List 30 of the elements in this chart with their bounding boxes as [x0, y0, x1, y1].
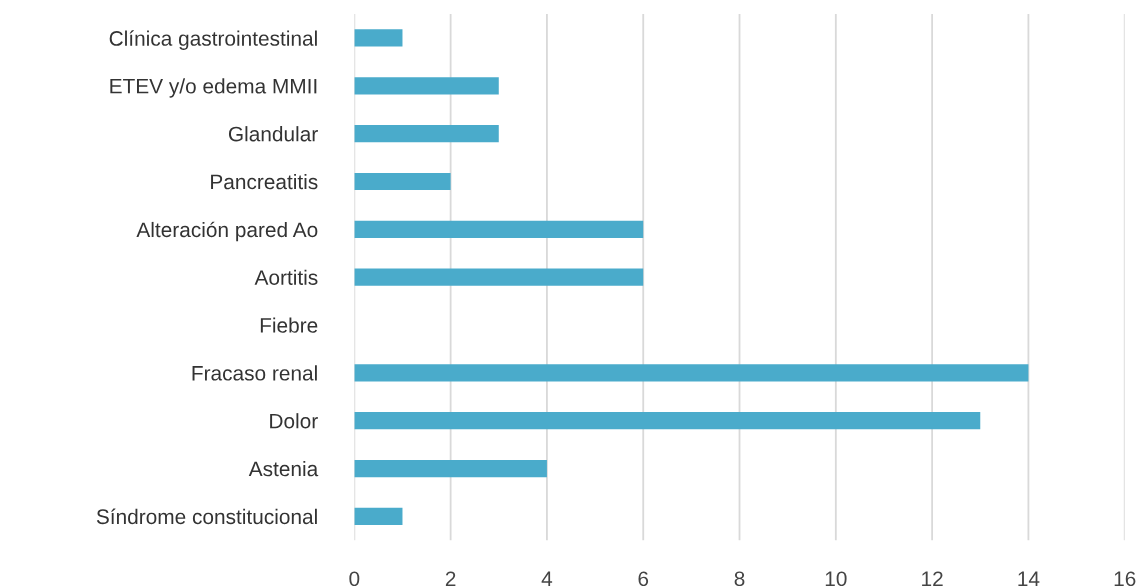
bar [354, 77, 499, 95]
bar [354, 364, 1029, 382]
y-tick-label: Fracaso renal [192, 365, 317, 381]
x-tick-label: 8 [734, 571, 745, 586]
y-tick-label: Fiebre [260, 317, 318, 333]
bar [354, 29, 403, 47]
y-tick-label: Pancreatitis [211, 173, 318, 190]
y-tick-label: ETEV y/o edema MMII [110, 78, 317, 98]
bar [354, 125, 499, 143]
bar [354, 172, 451, 191]
bar [354, 220, 644, 238]
x-tick-label: 2 [445, 571, 456, 586]
x-tick-label: 0 [349, 571, 360, 586]
y-tick-label: Aortitis [254, 269, 318, 285]
x-tick-label: 12 [922, 571, 943, 586]
bar [354, 412, 981, 430]
y-tick-label: Glandular [228, 126, 318, 142]
y-tick-label: Clínica gastrointestinal [109, 30, 317, 50]
y-tick-label: Dolor [270, 413, 318, 429]
y-tick-label: Astenia [248, 460, 319, 477]
x-tick-label: 16 [1114, 571, 1136, 586]
bar [354, 507, 403, 525]
x-tick-label: 10 [825, 571, 847, 586]
x-tick-label: 6 [638, 571, 649, 586]
bar [354, 459, 547, 478]
x-tick-label: 14 [1018, 571, 1040, 586]
y-tick-label: Alteración pared Ao [136, 221, 318, 242]
bar [354, 268, 644, 286]
x-tick-label: 4 [541, 571, 553, 586]
y-tick-label: Síndrome constitucional [96, 508, 317, 525]
